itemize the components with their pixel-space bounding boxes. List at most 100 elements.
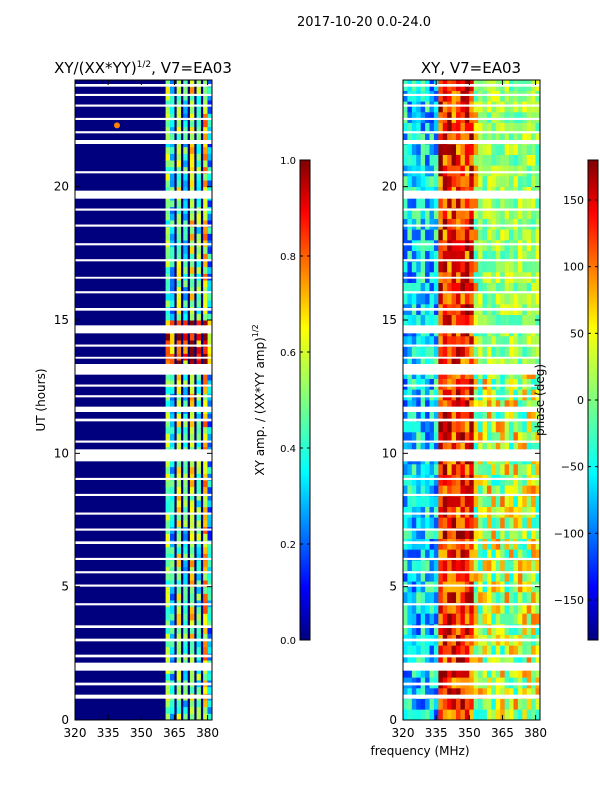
- phase-cell: [420, 250, 426, 262]
- amplitude-flagged-row: [75, 131, 212, 134]
- amplitude-cell: [207, 100, 212, 108]
- phase-cell: [531, 197, 536, 209]
- phase-colorbar-tick-label: 50: [570, 327, 584, 340]
- phase-cell: [513, 101, 519, 113]
- phase-cell: [526, 698, 532, 710]
- phase-cell: [500, 197, 505, 209]
- phase-cell: [478, 197, 483, 209]
- phase-cell: [442, 688, 448, 699]
- phase-axes-frame: [402, 79, 541, 721]
- phase-cell: [456, 144, 461, 155]
- amplitude-cell: [203, 253, 208, 261]
- phase-cell: [478, 133, 483, 145]
- phase-cell: [522, 517, 528, 529]
- phase-cell: [486, 197, 492, 209]
- amplitude-cell: [189, 200, 195, 208]
- amplitude-cell: [207, 433, 212, 441]
- phase-cell: [433, 165, 439, 177]
- phase-cell: [433, 197, 439, 209]
- phase-cell: [460, 442, 466, 454]
- amplitude-cell: [189, 153, 195, 161]
- amplitude-flagged-row: [75, 259, 212, 262]
- phase-cell: [478, 506, 483, 518]
- phase-cell: [478, 293, 483, 305]
- phase-cell: [456, 602, 461, 614]
- amplitude-cell: [176, 253, 182, 261]
- amplitude-cell: [203, 640, 208, 648]
- amplitude-cell: [207, 593, 212, 601]
- phase-cell: [531, 250, 536, 262]
- amplitude-cell: [189, 593, 195, 601]
- phase-cell: [495, 474, 501, 486]
- phase-cell: [416, 592, 421, 603]
- phase-cell: [425, 709, 430, 720]
- amplitude-cell: [176, 486, 182, 494]
- phase-cell: [433, 688, 439, 699]
- amplitude-cell: [203, 673, 208, 681]
- amplitude-cell: [207, 413, 212, 421]
- amplitude-cell: [196, 226, 201, 234]
- amplitude-cell: [183, 340, 188, 348]
- phase-cell: [517, 240, 523, 251]
- phase-cell: [464, 250, 470, 262]
- amplitude-cell: [189, 533, 195, 541]
- phase-cell: [491, 250, 497, 262]
- amplitude-cell: [170, 93, 175, 101]
- phase-flagged-row: [403, 104, 540, 107]
- phase-flagged-row: [403, 418, 540, 422]
- phase-cell: [469, 709, 475, 720]
- phase-cell: [482, 197, 488, 209]
- amplitude-flagged-row: [75, 104, 212, 107]
- phase-cell: [403, 698, 408, 710]
- phase-cell: [478, 666, 483, 678]
- phase-cell: [522, 432, 528, 443]
- phase-cell: [522, 474, 528, 486]
- amplitude-cell: [183, 173, 188, 181]
- phase-cell: [513, 570, 519, 582]
- phase-cell: [535, 474, 540, 486]
- phase-cell: [429, 240, 435, 251]
- phase-cell: [517, 506, 523, 518]
- phase-cell: [482, 378, 488, 390]
- phase-cell: [442, 474, 448, 486]
- phase-cell: [469, 250, 475, 262]
- phase-cell: [491, 666, 497, 678]
- phase-cell: [504, 229, 510, 241]
- phase-cell: [464, 624, 470, 635]
- phase-cell: [438, 336, 444, 347]
- phase-cell: [433, 474, 439, 486]
- amplitude-cell: [170, 420, 175, 428]
- phase-cell: [438, 389, 444, 401]
- phase-cell: [531, 122, 536, 134]
- amplitude-cell: [176, 573, 182, 581]
- phase-cell: [531, 133, 536, 145]
- phase-cell: [411, 442, 417, 454]
- amplitude-cell: [207, 700, 212, 708]
- phase-cell: [442, 592, 448, 603]
- phase-cell: [425, 442, 430, 454]
- phase-cell: [420, 261, 426, 273]
- amplitude-cell: [196, 280, 201, 288]
- amplitude-cell: [170, 486, 175, 494]
- phase-cell: [411, 581, 417, 593]
- amplitude-cell: [165, 226, 171, 234]
- phase-cell: [486, 517, 492, 529]
- phase-cell: [460, 176, 466, 187]
- phase-cell: [517, 560, 523, 571]
- phase-cell: [482, 101, 488, 113]
- phase-cell: [495, 549, 501, 561]
- amplitude-flagged-row: [75, 406, 212, 412]
- phase-cell: [403, 400, 408, 411]
- amplitude-cell: [189, 166, 195, 174]
- amplitude-colorbar: 0.00.20.40.60.81.0 XY amp. / (XX*YY amp)…: [251, 156, 311, 647]
- phase-cell: [491, 688, 497, 699]
- amplitude-cell: [176, 293, 182, 301]
- phase-cell: [407, 432, 413, 443]
- amplitude-cell: [203, 133, 208, 141]
- phase-cell: [513, 506, 519, 518]
- phase-cell: [460, 400, 466, 411]
- phase-cell: [486, 218, 492, 230]
- amplitude-cell: [165, 593, 171, 601]
- amplitude-cell: [176, 313, 182, 321]
